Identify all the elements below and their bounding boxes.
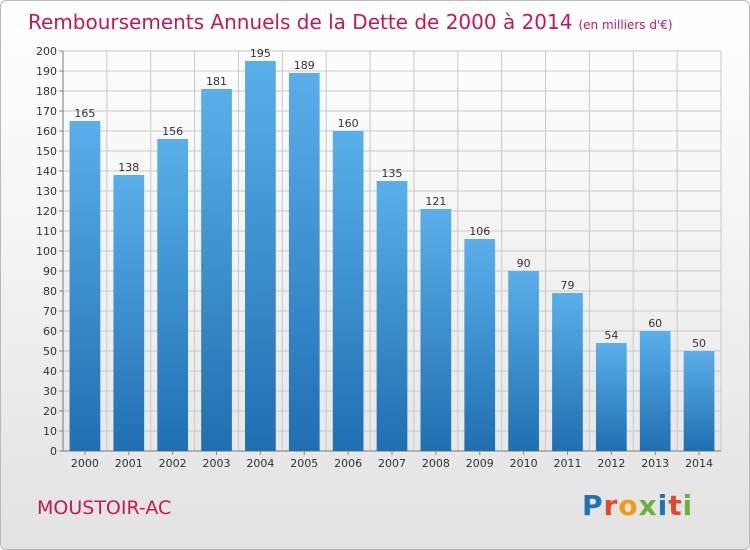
- y-tick-label: 110: [36, 225, 57, 238]
- unit-label: (en milliers d'€): [578, 18, 673, 32]
- logo-letter: P: [582, 489, 604, 522]
- x-tick-label: 2003: [203, 457, 231, 470]
- bar: [639, 331, 671, 451]
- logo-letter: o: [618, 489, 639, 522]
- y-tick-label: 170: [36, 105, 57, 118]
- y-tick-label: 30: [43, 385, 57, 398]
- bar: [464, 239, 496, 451]
- y-tick-label: 20: [43, 405, 57, 418]
- bar: [552, 293, 583, 451]
- x-tick-label: 2006: [334, 457, 362, 470]
- x-tick-label: 2013: [641, 457, 669, 470]
- data-label: 60: [648, 317, 662, 330]
- x-tick-label: 2012: [597, 457, 625, 470]
- proxiti-logo: Proxiti: [582, 489, 693, 522]
- bar: [113, 175, 145, 451]
- y-tick-label: 120: [36, 205, 57, 218]
- data-label: 54: [604, 329, 618, 342]
- data-label: 181: [206, 75, 227, 88]
- x-tick-label: 2010: [510, 457, 538, 470]
- data-label: 189: [294, 59, 315, 72]
- x-tick-label: 2008: [422, 457, 450, 470]
- bar: [595, 343, 627, 451]
- y-tick-label: 10: [43, 425, 57, 438]
- y-tick-label: 60: [43, 325, 57, 338]
- y-tick-label: 180: [36, 85, 57, 98]
- bar: [157, 139, 189, 451]
- x-tick-label: 2000: [71, 457, 99, 470]
- data-label: 90: [517, 257, 531, 270]
- data-label: 165: [74, 107, 95, 120]
- bar: [420, 209, 452, 451]
- logo-letter: t: [668, 489, 683, 522]
- y-tick-label: 70: [43, 305, 57, 318]
- data-label: 195: [250, 47, 271, 60]
- bar: [376, 181, 408, 451]
- data-label: 135: [382, 167, 403, 180]
- y-tick-label: 140: [36, 165, 57, 178]
- data-label: 121: [425, 195, 446, 208]
- data-label: 138: [118, 161, 139, 174]
- y-tick-label: 90: [43, 265, 57, 278]
- x-tick-label: 2001: [115, 457, 143, 470]
- chart-title: Remboursements Annuels de la Dette de 20…: [28, 10, 673, 34]
- y-tick-label: 50: [43, 345, 57, 358]
- x-tick-label: 2007: [378, 457, 406, 470]
- bar: [201, 89, 232, 451]
- commune-name: MOUSTOIR-AC: [37, 497, 172, 519]
- bar: [508, 271, 539, 451]
- x-tick-label: 2009: [466, 457, 494, 470]
- data-label: 79: [560, 279, 574, 292]
- logo-letter: x: [638, 489, 658, 522]
- bar: [245, 61, 276, 451]
- y-tick-label: 80: [43, 285, 57, 298]
- data-label: 106: [469, 225, 490, 238]
- x-tick-label: 2002: [159, 457, 187, 470]
- y-tick-label: 150: [36, 145, 57, 158]
- y-tick-label: 190: [36, 65, 57, 78]
- title-text: Remboursements Annuels de la Dette de 20…: [28, 10, 573, 34]
- logo-letter: i: [657, 489, 669, 522]
- x-tick-label: 2005: [290, 457, 318, 470]
- y-tick-label: 130: [36, 185, 57, 198]
- x-tick-label: 2011: [553, 457, 581, 470]
- y-tick-label: 200: [36, 45, 57, 58]
- logo-letter: r: [603, 489, 619, 522]
- data-label: 50: [692, 337, 706, 350]
- y-tick-label: 100: [36, 245, 57, 258]
- x-tick-label: 2014: [685, 457, 713, 470]
- y-tick-label: 160: [36, 125, 57, 138]
- data-label: 156: [162, 125, 183, 138]
- bar: [69, 121, 101, 451]
- data-label: 160: [338, 117, 359, 130]
- y-tick-label: 0: [50, 445, 57, 458]
- bar: [683, 351, 715, 451]
- bar: [332, 131, 364, 451]
- y-tick-label: 40: [43, 365, 57, 378]
- logo-letter: i: [682, 489, 694, 522]
- x-tick-label: 2004: [246, 457, 274, 470]
- bar: [288, 73, 320, 451]
